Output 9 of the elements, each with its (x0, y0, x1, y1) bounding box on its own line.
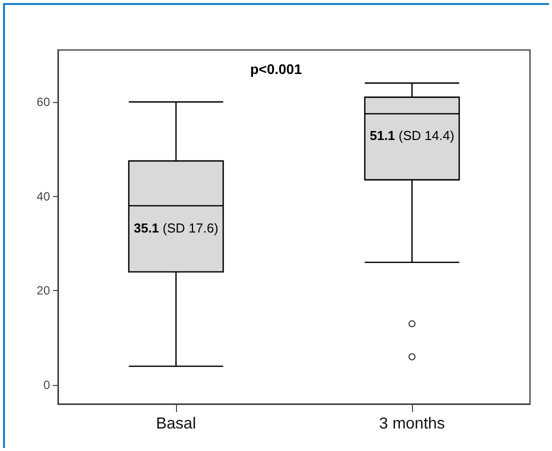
y-tick-label: 40 (36, 189, 50, 204)
annotation: p<0.001 (250, 61, 302, 77)
x-tick-label: Basal (156, 416, 196, 432)
y-tick-label: 0 (43, 378, 50, 392)
annotation: 51.1 (SD 14.4) (370, 128, 454, 144)
x-tick-label: 3 months (379, 416, 445, 432)
annotation: 35.1 (SD 17.6) (134, 220, 218, 236)
y-tick-label: 60 (36, 94, 50, 109)
y-tick-label: 20 (36, 284, 50, 298)
